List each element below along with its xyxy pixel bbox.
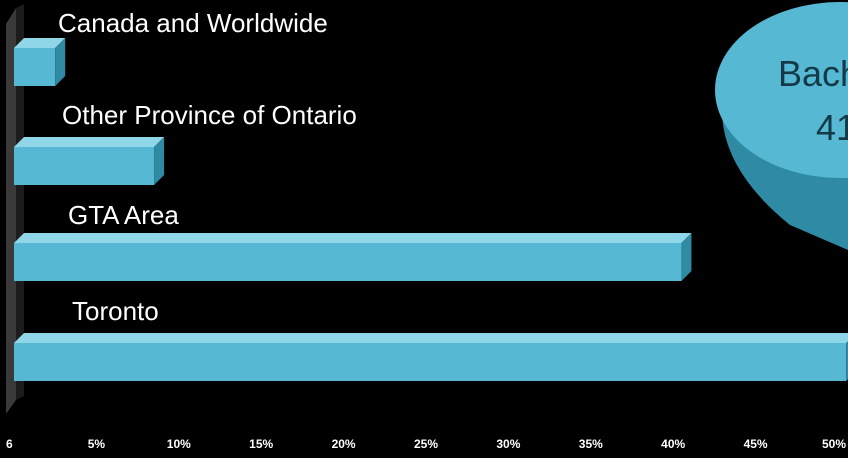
x-tick-label: 5% xyxy=(88,437,106,451)
wall-left xyxy=(6,8,16,414)
bar-front-face xyxy=(14,48,56,86)
x-tick-label: 25% xyxy=(414,437,438,451)
bar-top-face xyxy=(14,38,66,48)
x-tick-label: 20% xyxy=(332,437,356,451)
bar-top-face xyxy=(14,137,165,147)
x-tick-label: 15% xyxy=(249,437,273,451)
bar-top-face xyxy=(14,233,692,243)
bar-front-face xyxy=(14,147,155,185)
bars-group xyxy=(14,38,848,381)
category-label: Toronto xyxy=(72,296,159,326)
bar-1 xyxy=(14,38,66,86)
bar-2 xyxy=(14,137,165,185)
x-tick-label: 35% xyxy=(579,437,603,451)
bar-front-face xyxy=(14,343,847,381)
category-labels: Canada and Worldwide Other Province of On… xyxy=(58,8,357,326)
bar-end-face xyxy=(154,137,165,185)
bar-end-face xyxy=(681,233,692,281)
bar-top-face xyxy=(14,333,848,343)
x-axis-ticks: 6 5% 10% 15% 20% 25% 30% 35% 40% 45% 50% xyxy=(6,437,846,451)
x-tick-label: 50% xyxy=(822,437,846,451)
bar-3 xyxy=(14,233,692,281)
chart-back-wall xyxy=(6,4,24,414)
category-label: GTA Area xyxy=(68,200,179,230)
x-tick-label: 30% xyxy=(496,437,520,451)
pie-slice xyxy=(715,2,848,178)
pie-slice-value: 41 xyxy=(816,107,848,148)
pie-slice-label: Bach xyxy=(778,53,848,94)
category-label: Canada and Worldwide xyxy=(58,8,328,38)
category-label: Other Province of Ontario xyxy=(62,100,357,130)
x-tick-label: 6 xyxy=(6,437,13,451)
wall-edge xyxy=(16,4,24,400)
x-tick-label: 10% xyxy=(167,437,191,451)
bar-front-face xyxy=(14,243,682,281)
pie-fragment: Bach 41 xyxy=(715,2,848,250)
x-tick-label: 40% xyxy=(661,437,685,451)
bar-end-face xyxy=(55,38,66,86)
x-tick-label: 45% xyxy=(744,437,768,451)
bar-4 xyxy=(14,333,848,381)
